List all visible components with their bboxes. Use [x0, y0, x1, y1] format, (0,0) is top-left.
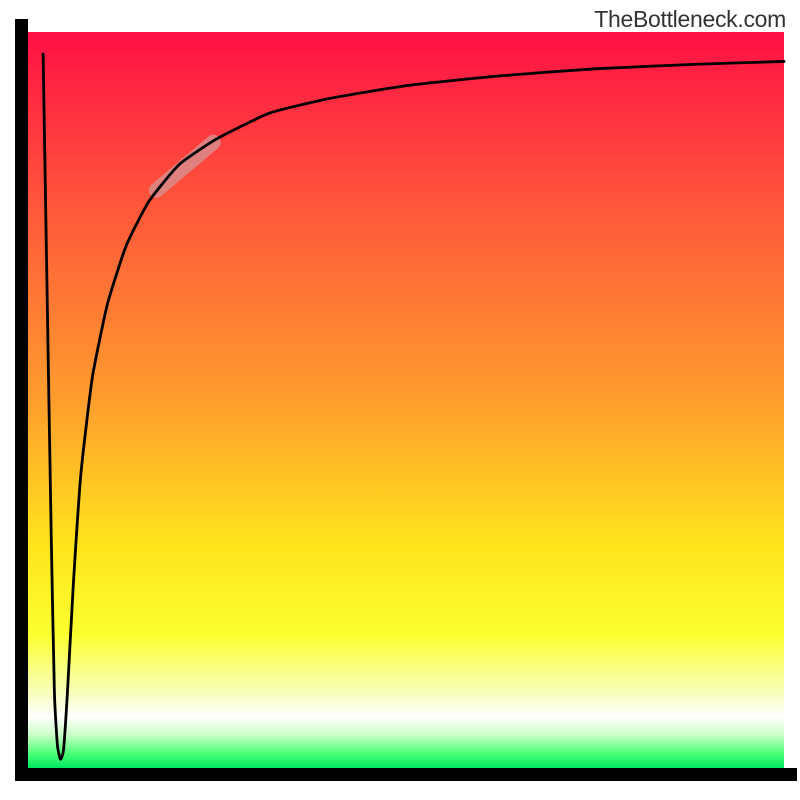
gradient-background — [28, 32, 784, 768]
axis-bottom — [15, 768, 797, 781]
bottleneck-chart — [0, 0, 800, 800]
watermark-label: TheBottleneck.com — [594, 6, 786, 33]
axis-left — [15, 19, 28, 781]
chart-container: TheBottleneck.com — [0, 0, 800, 800]
